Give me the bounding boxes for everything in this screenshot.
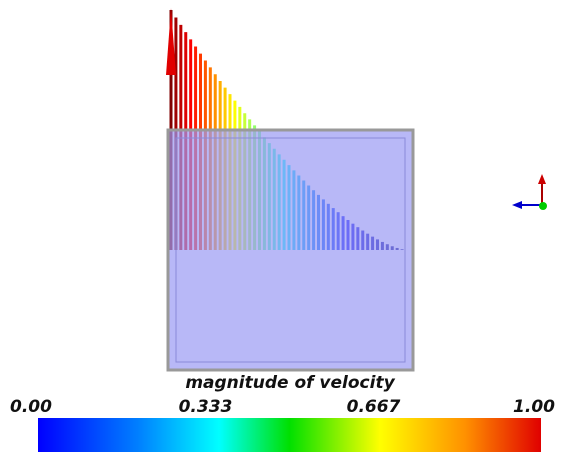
domain-box	[168, 130, 413, 370]
viewport: magnitude of velocity 0.00 0.333 0.667 1.00	[0, 0, 564, 452]
colorbar-tick-label: 0.333	[179, 397, 233, 417]
axes-widget	[512, 174, 547, 210]
colorbar-tick-label: 0.00	[10, 397, 52, 417]
colorbar-tick-label: 0.667	[347, 397, 401, 417]
colorbar-tick-label: 1.00	[513, 397, 555, 417]
colorbar-title: magnitude of velocity	[185, 373, 395, 393]
colorbar	[38, 418, 541, 452]
